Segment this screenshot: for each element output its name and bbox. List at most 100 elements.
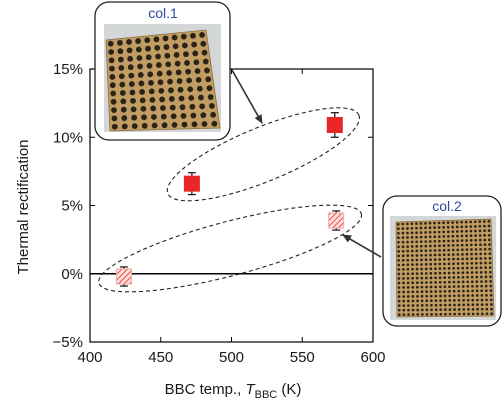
x-tick-label: 450: [148, 349, 173, 366]
hole: [473, 220, 477, 224]
hole: [446, 225, 450, 229]
y-tick-label: 0%: [61, 266, 83, 283]
hole: [397, 304, 401, 308]
hole: [407, 308, 410, 312]
hole: [429, 267, 433, 271]
hole: [429, 262, 433, 266]
hole: [483, 224, 486, 228]
hole: [478, 238, 482, 242]
hole: [439, 294, 442, 298]
hole: [181, 42, 188, 49]
hole: [424, 258, 428, 262]
hole: [401, 231, 405, 235]
hole: [119, 81, 126, 88]
hole: [479, 243, 482, 247]
hole: [190, 112, 197, 119]
hole: [401, 240, 405, 244]
hole: [490, 312, 493, 316]
hole: [466, 280, 470, 284]
x-tick-label: 400: [77, 349, 102, 366]
hole: [424, 249, 428, 253]
hole: [451, 248, 455, 252]
hole: [109, 65, 115, 72]
hole: [447, 267, 451, 270]
hole: [488, 243, 491, 246]
hole: [466, 275, 469, 279]
hole: [461, 253, 464, 256]
hole: [406, 245, 409, 248]
hole: [165, 61, 172, 68]
hole: [462, 298, 465, 302]
hole: [415, 240, 419, 244]
hole: [420, 308, 424, 312]
hole: [434, 290, 438, 293]
hole: [117, 56, 124, 63]
hole: [402, 308, 406, 312]
y-tick-label: 10%: [53, 129, 83, 146]
hole: [420, 249, 423, 253]
hole: [148, 79, 154, 86]
hole: [474, 234, 477, 237]
hole: [467, 308, 470, 311]
hole: [447, 262, 451, 266]
hole: [420, 285, 424, 289]
hole: [457, 280, 460, 284]
hole: [127, 64, 134, 71]
inset-col2: col.2: [382, 195, 502, 327]
hole: [489, 293, 493, 297]
hole: [402, 304, 406, 307]
hole: [401, 236, 405, 239]
hole: [443, 303, 447, 307]
hole: [429, 258, 432, 262]
hole: [425, 313, 429, 316]
hole: [464, 220, 468, 224]
hole: [460, 225, 464, 229]
hole: [443, 285, 447, 289]
hole: [457, 294, 461, 298]
hole: [406, 263, 410, 267]
hole: [205, 76, 212, 83]
hole: [483, 229, 486, 233]
hole: [206, 85, 213, 92]
hole: [411, 295, 415, 298]
hole: [200, 112, 207, 119]
hole: [193, 59, 200, 66]
inset-col1-caption: col.1: [148, 5, 178, 21]
hole: [456, 262, 460, 265]
hole: [480, 303, 484, 306]
hole: [406, 231, 409, 235]
hole: [406, 249, 410, 253]
hole: [476, 303, 479, 307]
hole: [406, 290, 410, 294]
hole: [456, 253, 460, 256]
hole: [159, 96, 166, 103]
hole: [397, 277, 401, 280]
hole: [452, 294, 456, 298]
hole: [425, 285, 428, 289]
hole: [434, 308, 438, 312]
data-points: [115, 112, 345, 287]
hole: [420, 263, 423, 266]
hole: [402, 286, 405, 289]
hole: [487, 220, 491, 223]
hole: [430, 299, 433, 303]
hole: [485, 307, 489, 311]
hole: [401, 258, 405, 262]
hole: [415, 285, 419, 289]
hole: [411, 290, 415, 294]
hole: [489, 284, 493, 288]
hole: [438, 262, 442, 266]
hole: [476, 307, 479, 311]
hole: [410, 249, 414, 253]
hole: [442, 221, 445, 225]
hole: [465, 252, 469, 256]
hole: [483, 238, 487, 242]
hole: [415, 226, 418, 230]
hole: [484, 284, 488, 288]
hole: [155, 53, 161, 60]
hole: [470, 275, 474, 279]
hole: [475, 271, 478, 274]
hole: [464, 225, 468, 229]
hole: [447, 276, 451, 279]
hole: [172, 43, 179, 50]
